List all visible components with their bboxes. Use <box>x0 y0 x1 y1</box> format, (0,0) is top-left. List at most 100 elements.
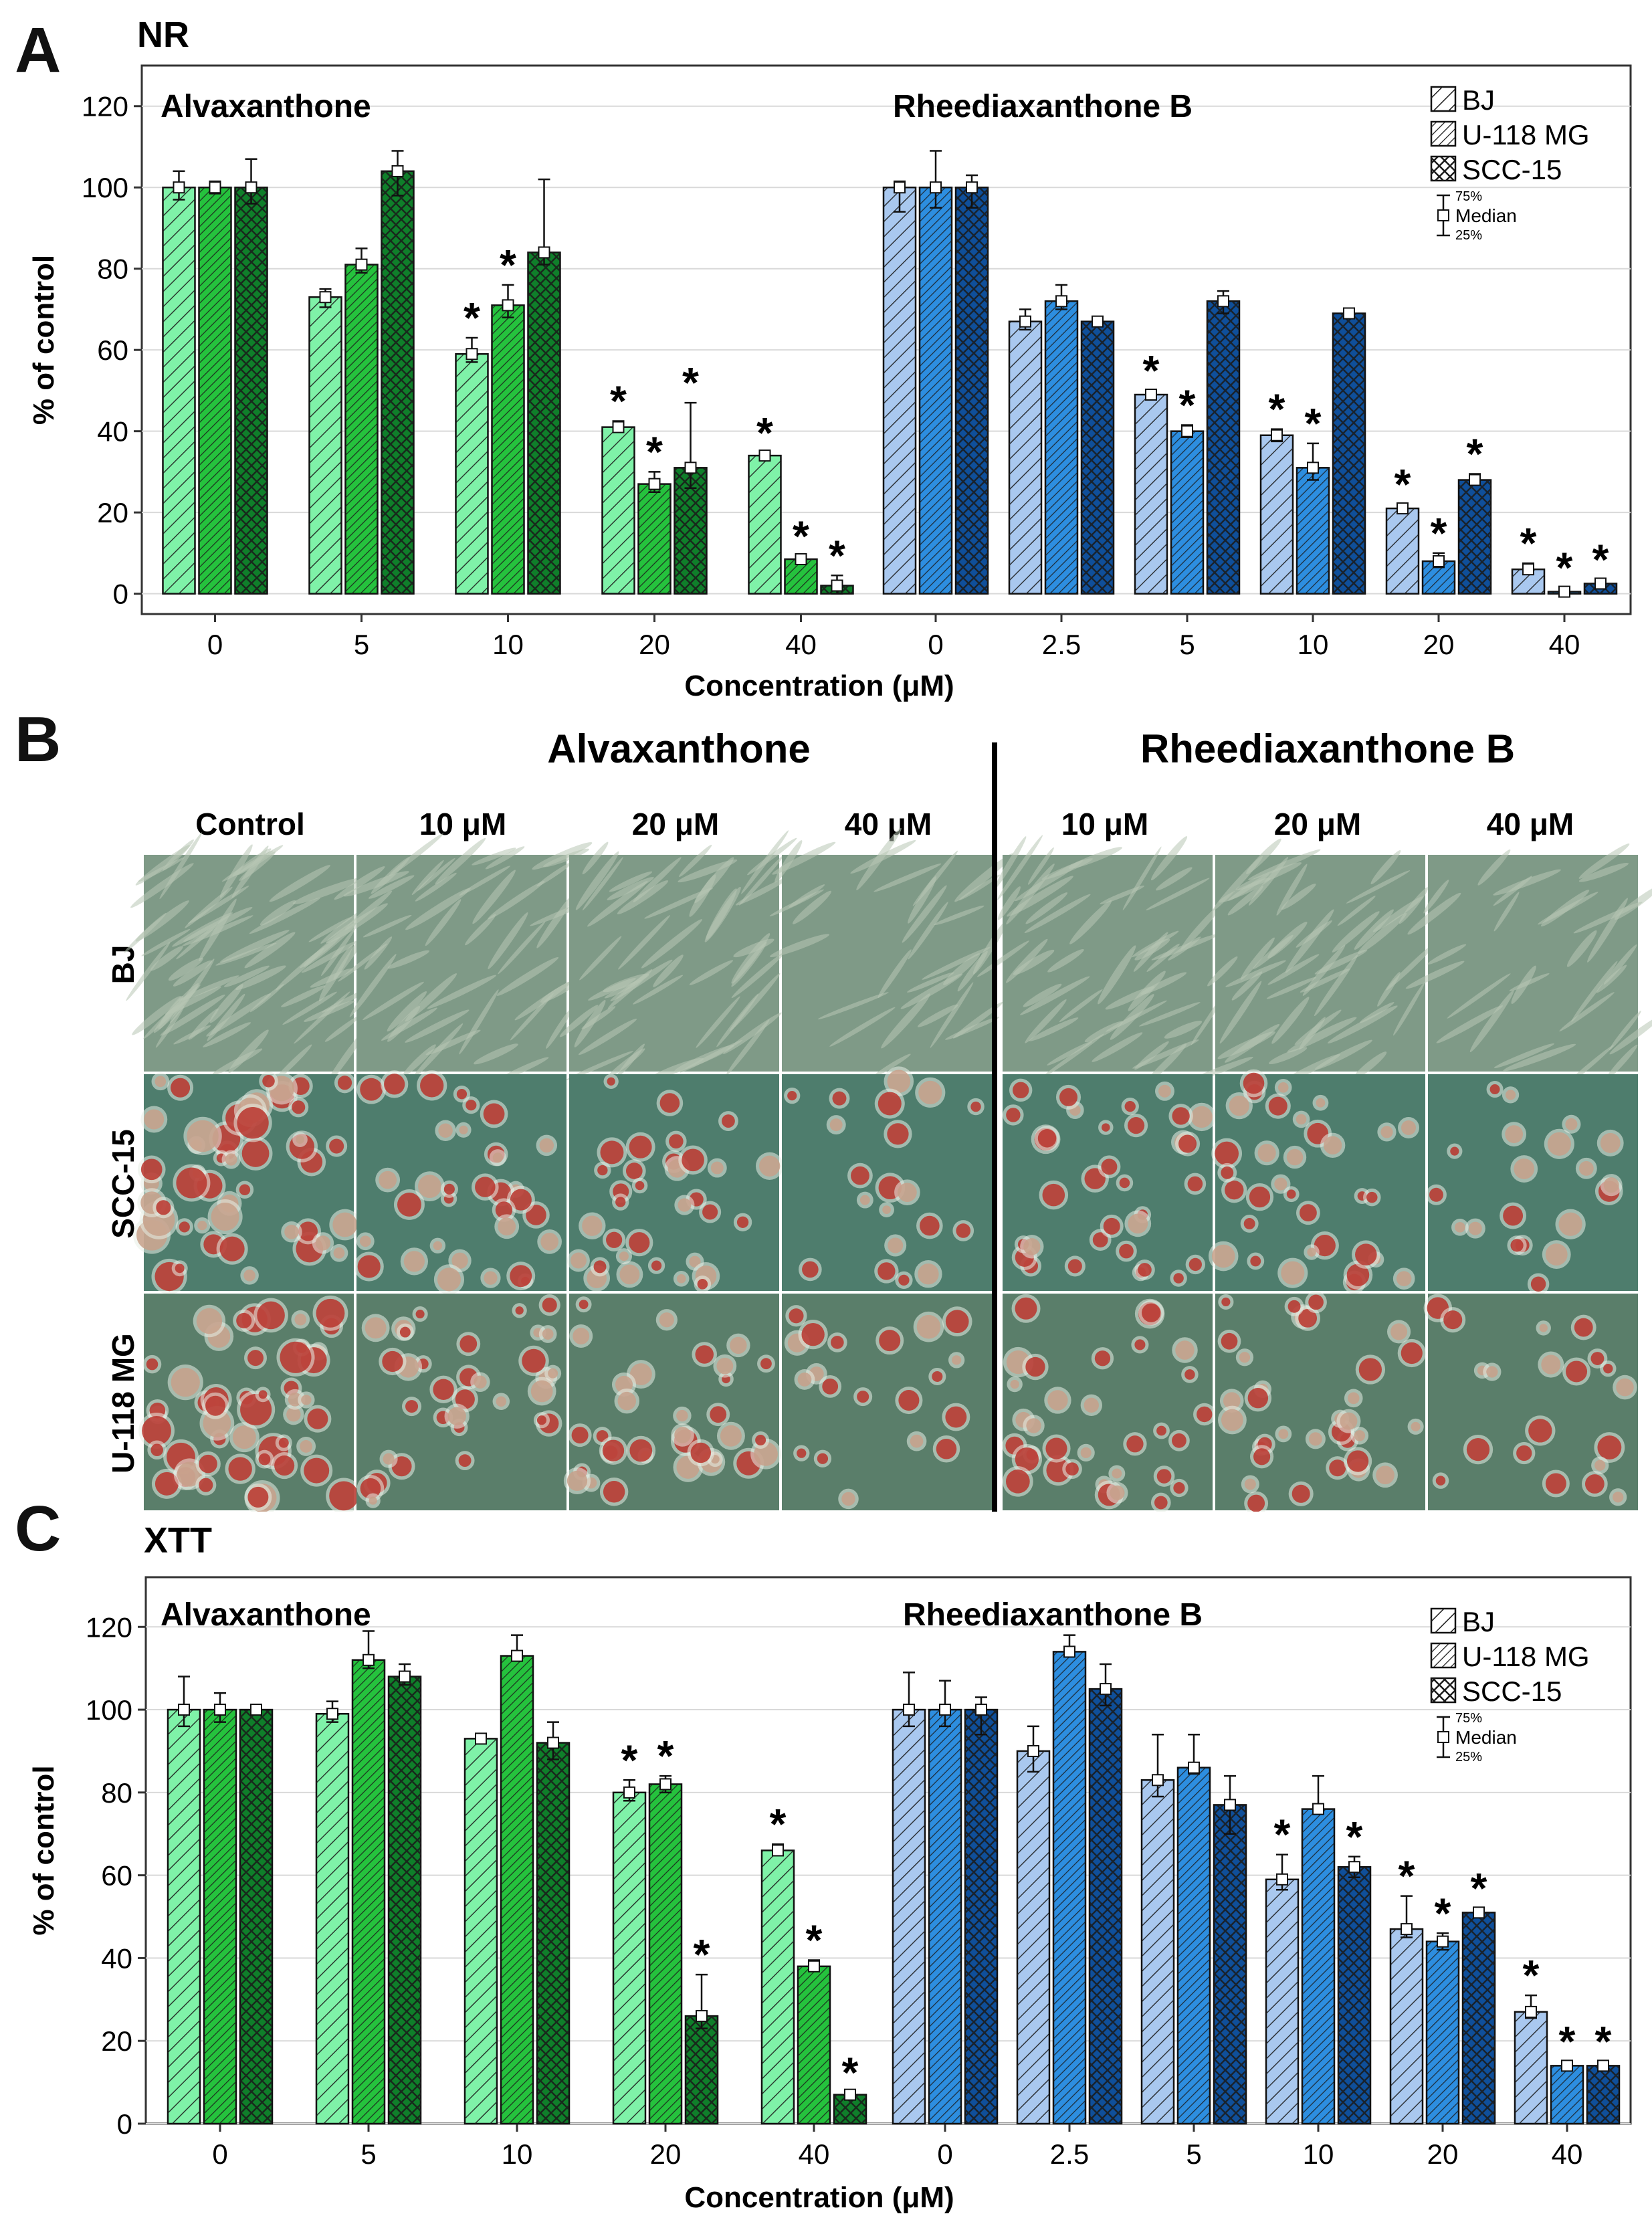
cell-shape <box>275 947 324 991</box>
group-label: Alvaxanthone <box>161 1597 371 1633</box>
median-marker <box>894 181 906 194</box>
median-marker <box>648 478 661 490</box>
significance-star: * <box>842 2049 859 2097</box>
cell-body <box>1010 1379 1019 1389</box>
median-marker <box>659 1778 672 1791</box>
median-marker <box>623 1786 635 1799</box>
cell-body <box>1223 1392 1241 1410</box>
bar-hatch <box>602 427 635 594</box>
bar-hatch <box>1459 480 1491 594</box>
cell-body <box>1243 1072 1265 1094</box>
cell-body <box>1138 1263 1152 1277</box>
cell-body <box>365 1317 387 1339</box>
cell-shape <box>239 851 276 881</box>
cell-body <box>1154 1496 1168 1510</box>
cell-shape <box>1281 884 1316 910</box>
cell-body <box>1514 1158 1535 1179</box>
micrograph-tile <box>567 1074 784 1293</box>
significance-star: * <box>793 512 809 561</box>
cell-body <box>710 1161 724 1175</box>
bar-hatch <box>893 1710 925 2124</box>
cell-body <box>697 1279 708 1290</box>
cell-shape <box>934 905 985 926</box>
x-tick-label: 20 <box>1427 2138 1459 2170</box>
cell-shape <box>1405 961 1465 989</box>
cell-shape <box>789 884 825 908</box>
cell-shape <box>912 850 958 906</box>
cell-body <box>144 1109 165 1130</box>
cell-body <box>1173 1482 1185 1494</box>
cell-shape <box>1041 858 1093 880</box>
cell-body <box>146 1358 159 1371</box>
significance-star: * <box>1471 1864 1487 1912</box>
cell-body <box>831 1336 844 1349</box>
cell-body <box>1340 1412 1358 1430</box>
cell-shape <box>141 928 191 956</box>
cell-body <box>1597 1435 1622 1459</box>
cell-body <box>606 1231 623 1248</box>
cell-shape <box>228 1029 269 1073</box>
cell-shape <box>587 881 648 927</box>
median-marker <box>1188 1761 1200 1774</box>
median-marker <box>511 1649 523 1662</box>
cell-shape <box>510 993 554 1041</box>
median-marker <box>1558 585 1570 598</box>
cell-body <box>1594 1459 1606 1471</box>
significance-star: * <box>1592 535 1609 583</box>
cell-body <box>1158 1084 1171 1098</box>
cell-shape <box>1246 838 1281 874</box>
bar-hatch <box>1297 468 1329 594</box>
median-marker <box>758 449 771 462</box>
cell-body <box>887 1123 909 1145</box>
cell-shape <box>371 857 410 894</box>
micrograph-tile <box>782 1294 992 1510</box>
median-marker <box>1224 1799 1236 1811</box>
cell-body <box>359 1235 371 1247</box>
cell-shape <box>387 991 427 1032</box>
cell-body <box>571 1252 587 1269</box>
median-marker <box>1181 425 1193 437</box>
cell-shape <box>1386 941 1438 991</box>
cell-body <box>571 1427 589 1444</box>
cell-shape <box>872 1053 911 1078</box>
median-marker <box>1063 1645 1075 1658</box>
cell-body <box>1380 1126 1393 1138</box>
cell-body <box>498 1217 516 1236</box>
cell-shape <box>138 857 185 882</box>
cell-body <box>382 1350 403 1373</box>
bar-hatch <box>381 171 414 594</box>
median-marker <box>209 181 221 194</box>
median-marker <box>1307 462 1319 474</box>
y-tick-label: 80 <box>97 254 128 285</box>
cell-shape <box>173 1025 211 1045</box>
cell-shape <box>224 965 270 987</box>
cell-shape <box>1423 880 1449 914</box>
cell-body <box>1278 1429 1289 1439</box>
cell-body <box>360 1478 381 1499</box>
cell-shape <box>922 946 991 980</box>
cell-body <box>918 1263 939 1285</box>
bar-hatch <box>748 456 781 594</box>
cell-shape <box>1573 902 1643 934</box>
cell-body <box>952 1355 962 1365</box>
cell-shape <box>459 989 499 1055</box>
median-marker <box>1561 2059 1573 2072</box>
cell-body <box>802 1261 819 1278</box>
cell-body <box>1094 1350 1111 1367</box>
cell-body <box>1249 1186 1271 1208</box>
cell-body <box>1565 1118 1578 1130</box>
bar-hatch <box>1427 1941 1459 2124</box>
cell-shape <box>739 855 784 906</box>
cell-shape <box>292 878 363 904</box>
cell-shape <box>1225 960 1286 987</box>
cell-body <box>154 1076 167 1088</box>
bar-hatch <box>1081 321 1114 594</box>
x-tick-label: 2.5 <box>1050 2138 1089 2170</box>
panel-c-label: C <box>15 1493 62 1564</box>
legend-label: U-118 MG <box>1462 119 1590 150</box>
cell-body <box>1600 1132 1621 1153</box>
cell-body <box>228 1457 252 1481</box>
cell-body <box>603 1481 625 1503</box>
cell-body <box>301 1395 312 1405</box>
cell-body <box>1257 1144 1276 1162</box>
